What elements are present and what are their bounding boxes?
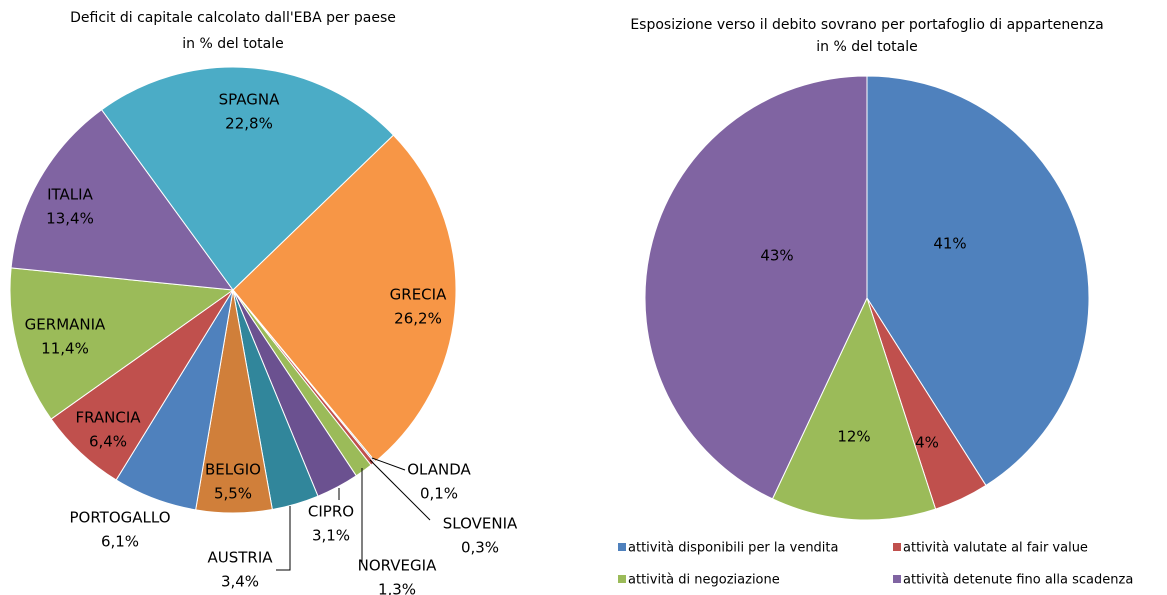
- value-label: 11,4%: [41, 340, 89, 358]
- slice-label: GERMANIA: [25, 316, 106, 334]
- chart-title: Deficit di capitale calcolato dall'EBA p…: [70, 10, 396, 26]
- chart-subtitle: in % del totale: [182, 36, 283, 52]
- slice-label: FRANCIA: [75, 409, 141, 427]
- legend-label: attività detenute fino alla scadenza: [903, 573, 1133, 588]
- pie-slice: [866, 75, 1090, 487]
- slice-label: SLOVENIA: [443, 515, 518, 533]
- slice-label: CIPRO: [308, 503, 354, 521]
- value-label: 5,5%: [214, 485, 252, 503]
- value-label: 0,1%: [420, 485, 458, 503]
- value-label: 3,1%: [312, 527, 350, 545]
- value-label: 26,2%: [394, 310, 442, 328]
- leader-line: [369, 459, 431, 521]
- leader-line: [371, 457, 406, 471]
- chart-title: Esposizione verso il debito sovrano per …: [630, 17, 1103, 33]
- legend-swatch: [893, 575, 901, 583]
- pie-slice: [644, 75, 868, 500]
- pie-slice: [771, 296, 937, 521]
- value-label: 4%: [915, 434, 939, 452]
- legend-label: attività valutate al fair value: [903, 541, 1088, 556]
- value-label: 0,3%: [461, 539, 499, 557]
- value-label: 3,4%: [221, 573, 259, 591]
- value-label: 13,4%: [46, 210, 94, 228]
- legend-label: attività di negoziazione: [628, 573, 780, 588]
- value-label: 22,8%: [225, 115, 273, 133]
- value-label: 6,1%: [101, 533, 139, 551]
- slice-label: PORTOGALLO: [69, 509, 170, 527]
- value-label: 12%: [837, 428, 870, 446]
- legend-swatch: [893, 543, 901, 551]
- slice-label: BELGIO: [205, 461, 261, 479]
- legend-label: attività disponibili per la vendita: [628, 541, 838, 556]
- pie-slice: [10, 109, 235, 291]
- slice-label: OLANDA: [407, 461, 471, 479]
- value-label: 43%: [760, 247, 793, 265]
- legend-swatch: [618, 543, 626, 551]
- slice-label: AUSTRIA: [207, 549, 273, 567]
- slice-label: NORVEGIA: [358, 557, 437, 575]
- value-label: 6,4%: [89, 433, 127, 451]
- legend-swatch: [618, 575, 626, 583]
- slice-label: ITALIA: [47, 186, 93, 204]
- pie-slice: [232, 134, 457, 463]
- pie-slice: [100, 66, 395, 291]
- value-label: 1,3%: [378, 581, 416, 595]
- chart-subtitle: in % del totale: [816, 39, 917, 55]
- leader-line: [276, 506, 291, 571]
- slice-label: SPAGNA: [219, 91, 280, 109]
- pie-slice: [9, 267, 235, 420]
- slice-label: GRECIA: [390, 286, 447, 304]
- value-label: 41%: [933, 235, 966, 253]
